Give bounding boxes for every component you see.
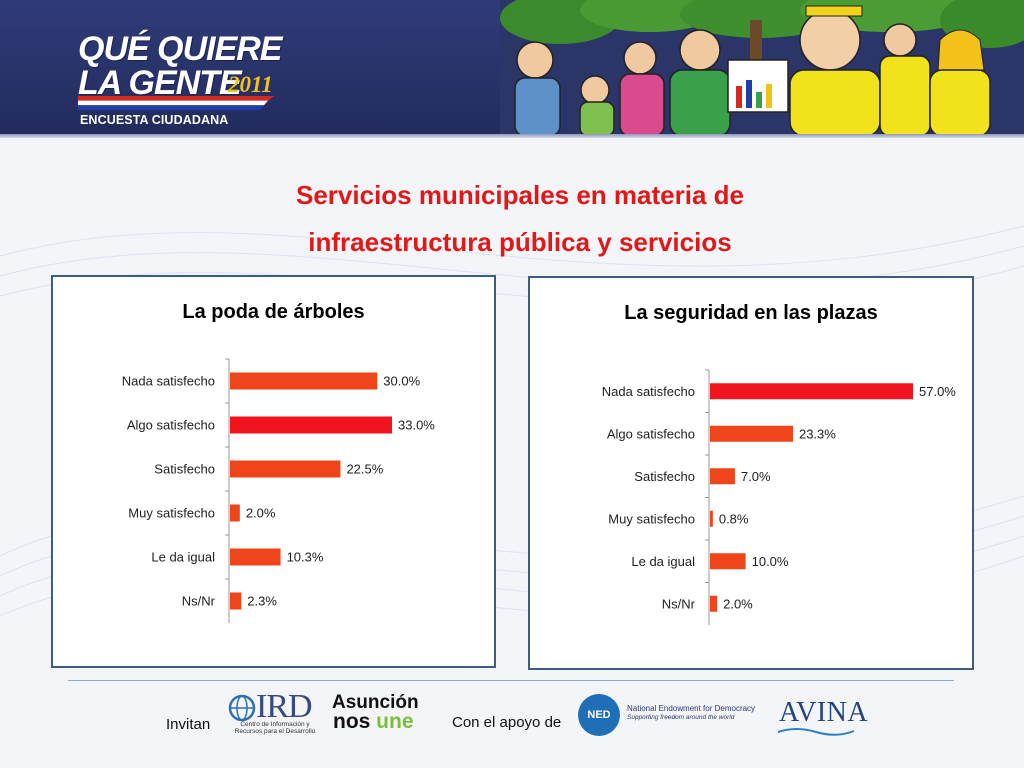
banner-divider bbox=[0, 134, 1024, 138]
value-label: 10.0% bbox=[752, 554, 789, 569]
bar-0-1 bbox=[230, 416, 392, 434]
value-label: 0.8% bbox=[719, 511, 749, 526]
bar-1-4 bbox=[710, 553, 746, 570]
value-label: 10.3% bbox=[287, 550, 324, 565]
category-label: Muy satisfecho bbox=[608, 511, 695, 526]
asuncion-nos: nos bbox=[333, 710, 377, 733]
asuncion-logo-line2: nos une bbox=[333, 710, 414, 734]
page-title-line2: infraestructura pública y servicios bbox=[308, 227, 732, 257]
ned-circle-icon: NED bbox=[578, 694, 620, 736]
header-banner: QUÉ QUIERE LA GENTE 2011 ENCUESTA CIUDAD… bbox=[0, 0, 1024, 136]
chart-title-seguridad: La seguridad en las plazas bbox=[624, 302, 878, 324]
bar-0-2 bbox=[230, 460, 341, 478]
cartoon-crowd-illustration bbox=[500, 0, 1024, 136]
ird-globe-icon bbox=[228, 694, 256, 722]
value-label: 22.5% bbox=[346, 462, 383, 477]
category-label: Algo satisfecho bbox=[607, 426, 695, 441]
footer-invitan-label: Invitan bbox=[166, 716, 211, 733]
category-label: Nada satisfecho bbox=[122, 374, 215, 389]
ned-logo-tagline: Supporting freedom around the world bbox=[627, 714, 735, 721]
bar-0-3 bbox=[230, 504, 240, 522]
category-label: Algo satisfecho bbox=[127, 418, 215, 433]
ned-logo-name: National Endowment for Democracy bbox=[627, 704, 756, 713]
bar-1-5 bbox=[710, 595, 718, 612]
logo-year: 2011 bbox=[228, 72, 273, 97]
footer-divider bbox=[68, 680, 954, 681]
bar-0-0 bbox=[230, 372, 378, 390]
chart-seguridad-svg: Nada satisfecho 57.0% Algo satisfecho 23.3%… bbox=[602, 369, 956, 625]
bar-1-3 bbox=[710, 510, 713, 527]
bar-0-4 bbox=[230, 548, 281, 566]
category-label: Le da igual bbox=[151, 550, 215, 565]
value-label: 2.0% bbox=[723, 596, 753, 611]
avina-logo-text: AVINA bbox=[779, 697, 869, 728]
bar-0-5 bbox=[230, 592, 242, 610]
footer-apoyo-label: Con el apoyo de bbox=[452, 714, 562, 731]
category-label: Satisfecho bbox=[634, 469, 695, 484]
ird-logo-subtitle: Centro de Información y Recursos para el… bbox=[234, 721, 316, 735]
value-label: 33.0% bbox=[398, 418, 435, 433]
category-label: Le da igual bbox=[631, 554, 695, 569]
logo-title-line1: QUÉ QUIERE bbox=[78, 30, 282, 68]
category-label: Muy satisfecho bbox=[128, 506, 215, 521]
category-label: Ns/Nr bbox=[662, 596, 696, 611]
category-label: Satisfecho bbox=[154, 462, 215, 477]
category-label: Nada satisfecho bbox=[602, 384, 695, 399]
value-label: 23.3% bbox=[799, 426, 836, 441]
paraguay-flag-stripe bbox=[78, 96, 274, 110]
chart-poda-svg: Nada satisfecho 30.0% Algo satisfecho 33.0%… bbox=[122, 358, 435, 623]
bar-1-1 bbox=[710, 425, 793, 442]
page-title: Servicios municipales en materia de infr… bbox=[0, 172, 1024, 266]
bar-1-0 bbox=[710, 383, 913, 400]
ned-abbr: NED bbox=[587, 709, 611, 721]
chart-panel-seguridad: La seguridad en las plazas Nada satisfec… bbox=[528, 276, 974, 670]
category-label: Ns/Nr bbox=[182, 594, 216, 609]
ird-logo-text: IRD bbox=[256, 688, 313, 725]
asuncion-une: une bbox=[376, 710, 414, 733]
value-label: 30.0% bbox=[383, 374, 420, 389]
chart-panel-poda: La poda de árboles Nada satisfecho 30.0% A… bbox=[51, 275, 496, 668]
value-label: 2.0% bbox=[246, 506, 276, 521]
logo-title-line2: LA GENTE bbox=[78, 64, 242, 102]
value-label: 7.0% bbox=[741, 469, 771, 484]
logo-subtitle: ENCUESTA CIUDADANA bbox=[80, 113, 229, 127]
asuncion-logo-line1: Asunción bbox=[332, 692, 419, 713]
value-label: 57.0% bbox=[919, 384, 956, 399]
value-label: 2.3% bbox=[247, 594, 277, 609]
page-title-line1: Servicios municipales en materia de bbox=[296, 180, 744, 210]
chart-title-poda: La poda de árboles bbox=[182, 301, 365, 323]
bar-1-2 bbox=[710, 468, 735, 485]
avina-wave-icon bbox=[777, 728, 855, 736]
